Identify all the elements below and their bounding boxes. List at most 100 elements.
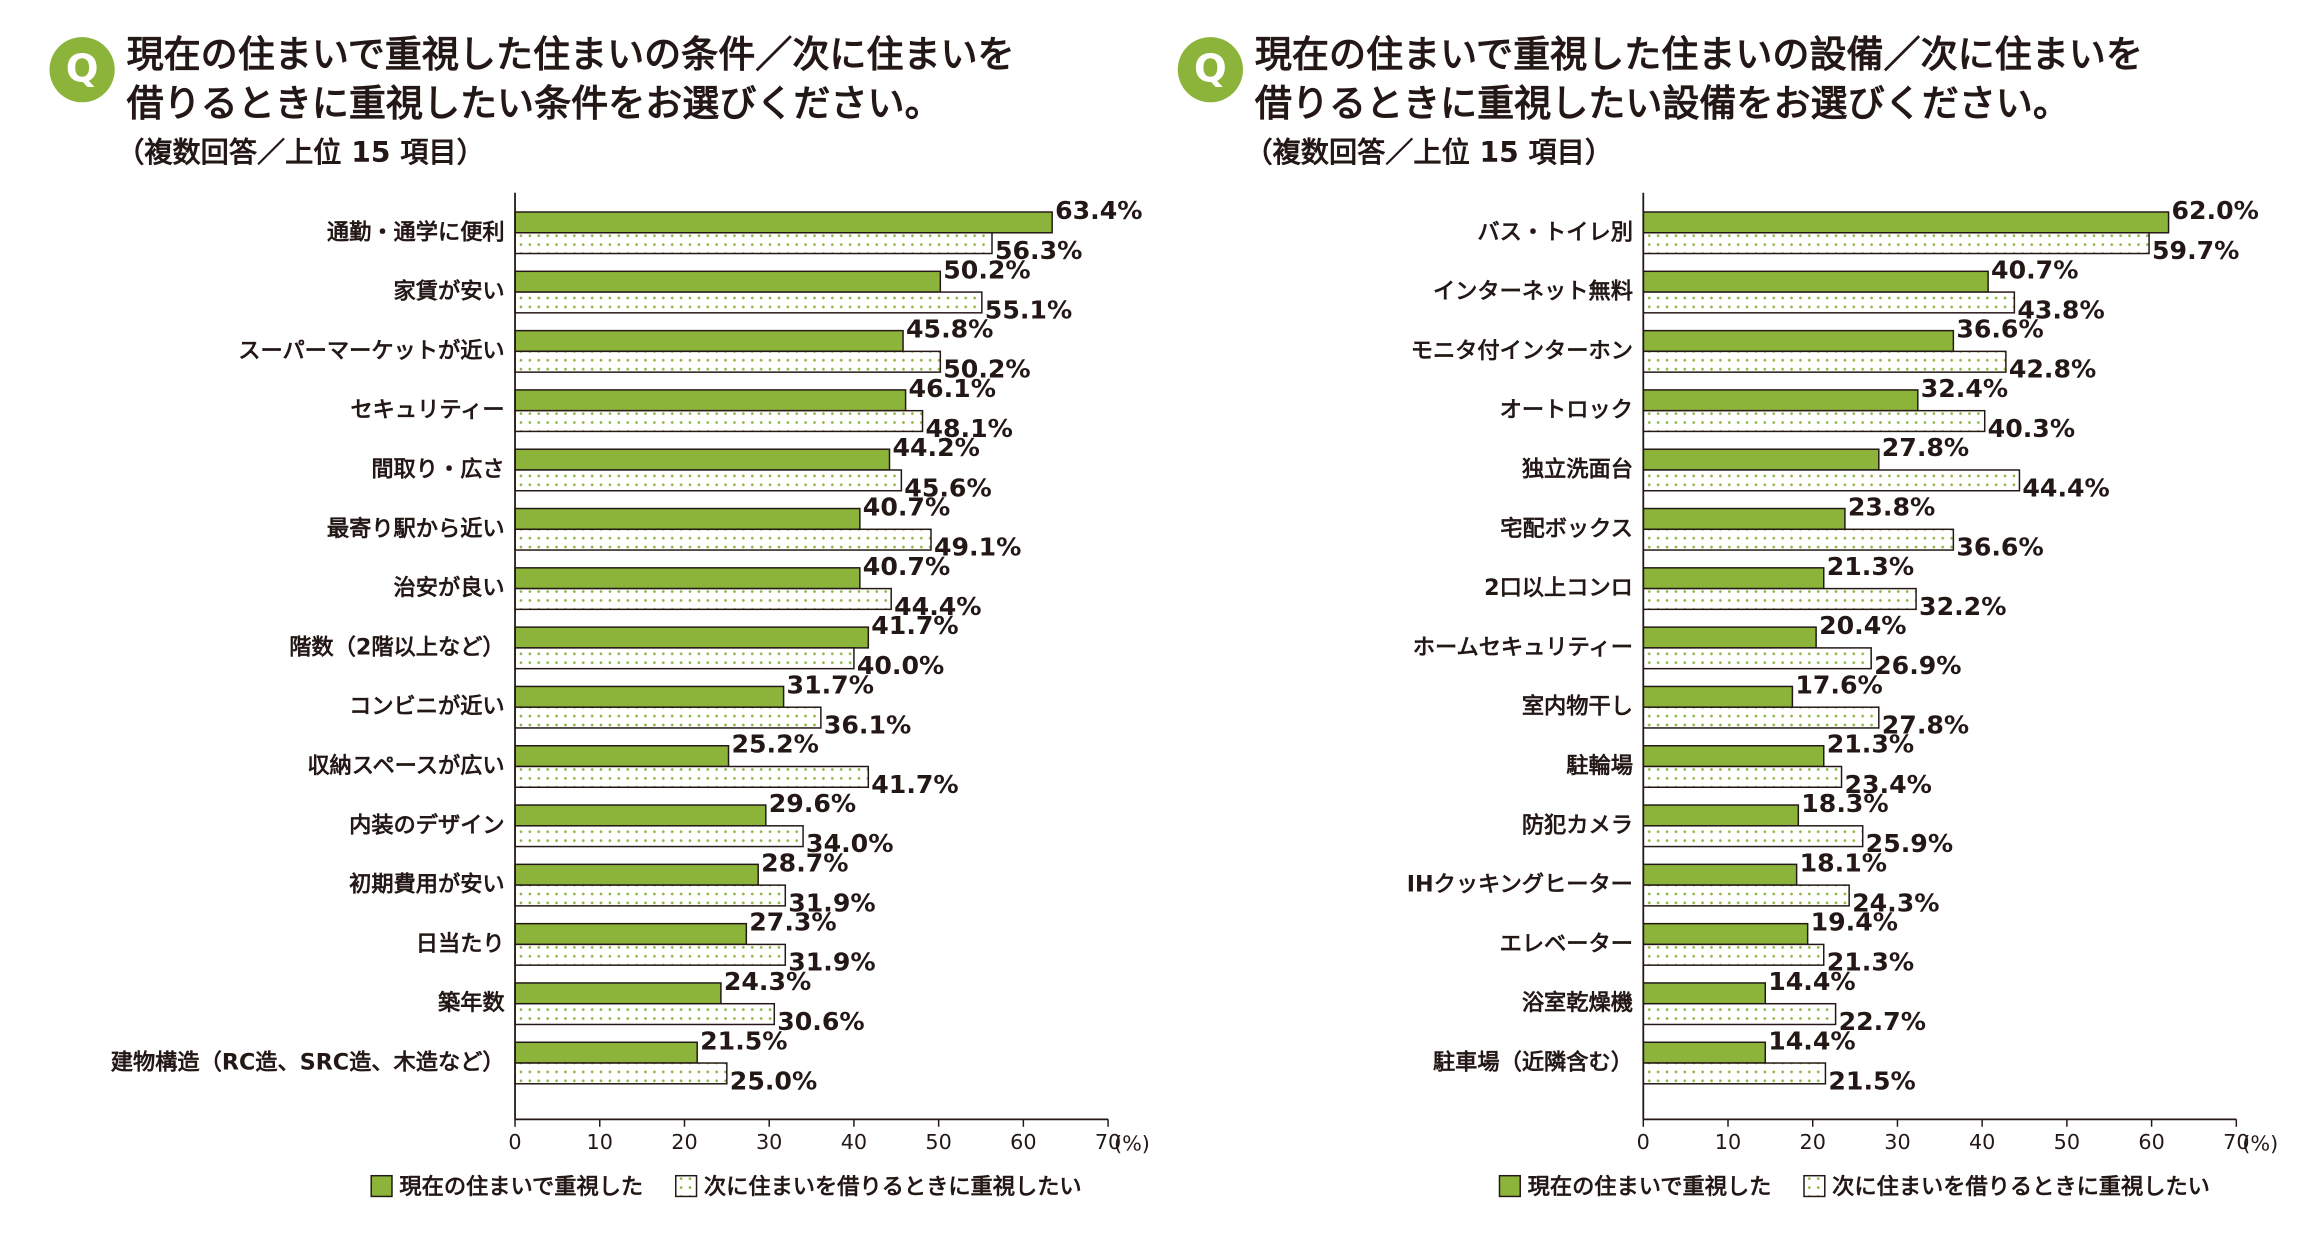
bar bbox=[1642, 825, 1864, 848]
bar bbox=[514, 647, 855, 670]
value-label: 31.9% bbox=[788, 888, 875, 917]
x-tick-label: 60 bbox=[1010, 1130, 1036, 1154]
x-tick-label: 10 bbox=[1715, 1130, 1741, 1154]
value-label: 49.1% bbox=[934, 533, 1021, 562]
category-label: 駐車場（近隣含む） bbox=[1433, 1049, 1633, 1076]
chart: Q 現在の住まいで重視した住まいの設備／次に住まいを借りるときに重視したい設備をお… bbox=[1177, 33, 2278, 1200]
bar bbox=[514, 982, 722, 1005]
chart-title: 借りるときに重視したい条件をお選びください。 bbox=[126, 82, 942, 125]
value-label: 40.3% bbox=[1988, 414, 2075, 443]
value-label: 20.4% bbox=[1819, 611, 1906, 640]
value-label: 21.5% bbox=[1828, 1066, 1915, 1095]
bar bbox=[1642, 350, 2007, 373]
bar bbox=[1642, 507, 1846, 531]
chart-title: 借りるときに重視したい設備をお選びください。 bbox=[1254, 82, 2070, 125]
category-label: 室内物干し bbox=[1522, 693, 1633, 720]
value-label: 27.3% bbox=[749, 908, 836, 937]
value-label: 48.1% bbox=[926, 414, 1013, 443]
legend-swatch bbox=[1803, 1174, 1826, 1198]
category-label: 宅配ボックス bbox=[1500, 515, 1633, 542]
legend-label: 次に住まいを借りるときに重視したい bbox=[1832, 1173, 2210, 1200]
bar bbox=[1642, 329, 1955, 353]
value-label: 32.4% bbox=[1921, 374, 2008, 403]
category-label: スーパーマーケットが近い bbox=[238, 337, 504, 364]
value-label: 27.8% bbox=[1882, 710, 1969, 739]
bar bbox=[1642, 232, 2150, 255]
value-label: 40.7% bbox=[863, 552, 950, 581]
legend-label: 現在の住まいで重視した bbox=[1528, 1173, 1772, 1200]
bar bbox=[514, 1041, 698, 1064]
bar bbox=[514, 389, 907, 412]
x-tick-label: 20 bbox=[671, 1130, 697, 1154]
bar bbox=[1642, 685, 1794, 708]
category-label: 階数（2階以上など） bbox=[289, 634, 504, 660]
legend-swatch bbox=[675, 1174, 698, 1198]
bar bbox=[514, 211, 1053, 234]
chart-title: 現在の住まいで重視した住まいの条件／次に住まいを bbox=[127, 33, 1015, 76]
bar bbox=[1642, 745, 1825, 768]
x-tick-label: 30 bbox=[756, 1130, 782, 1154]
bar bbox=[514, 232, 993, 255]
value-label: 24.3% bbox=[1852, 888, 1939, 917]
bar bbox=[514, 350, 942, 373]
bar bbox=[1642, 804, 1800, 827]
value-label: 19.4% bbox=[1811, 908, 1898, 937]
value-label: 23.4% bbox=[1844, 770, 1931, 799]
x-tick-label: 50 bbox=[2054, 1130, 2080, 1154]
bar bbox=[1642, 982, 1767, 1005]
value-label: 46.1% bbox=[909, 374, 996, 403]
x-axis-unit: (%) bbox=[2242, 1132, 2278, 1156]
bar bbox=[514, 448, 891, 471]
bar bbox=[1642, 211, 2170, 234]
x-tick-label: 60 bbox=[2138, 1130, 2164, 1154]
bar bbox=[514, 1062, 728, 1085]
category-label: 2口以上コンロ bbox=[1484, 575, 1633, 601]
value-label: 44.2% bbox=[892, 433, 979, 462]
category-label: 間取り・広さ bbox=[371, 455, 504, 482]
bar bbox=[514, 863, 759, 886]
bar bbox=[1642, 884, 1850, 907]
bar bbox=[514, 685, 785, 708]
value-label: 45.6% bbox=[904, 473, 991, 502]
chart: Q 現在の住まいで重視した住まいの条件／次に住まいを借りるときに重視したい条件をお… bbox=[49, 33, 1150, 1200]
bar bbox=[514, 507, 861, 531]
category-label: 初期費用が安い bbox=[349, 871, 505, 898]
value-label: 23.8% bbox=[1848, 493, 1935, 522]
value-label: 34.0% bbox=[806, 829, 893, 858]
x-tick-label: 30 bbox=[1884, 1130, 1910, 1154]
value-label: 18.3% bbox=[1801, 789, 1888, 818]
bar bbox=[1642, 270, 1989, 293]
category-label: 築年数 bbox=[437, 989, 505, 1016]
value-label: 36.1% bbox=[824, 710, 911, 739]
bar bbox=[514, 884, 787, 907]
bar bbox=[1642, 1002, 1837, 1026]
category-label: バス・トイレ別 bbox=[1477, 219, 1633, 245]
value-label: 44.4% bbox=[894, 592, 981, 621]
bar bbox=[514, 469, 903, 492]
x-tick-label: 70 bbox=[2223, 1130, 2249, 1154]
bar bbox=[1642, 291, 2016, 314]
value-label: 56.3% bbox=[995, 236, 1082, 265]
category-label: 建物構造（RC造、SRC造、木造など） bbox=[111, 1049, 505, 1076]
bar bbox=[514, 745, 730, 768]
category-label: 内装のデザイン bbox=[349, 811, 505, 838]
value-label: 36.6% bbox=[1956, 533, 2043, 562]
category-label: 独立洗面台 bbox=[1522, 455, 1633, 482]
question-badge bbox=[49, 37, 115, 103]
bar bbox=[1642, 409, 1986, 433]
bar bbox=[1642, 647, 1872, 670]
x-axis-unit: (%) bbox=[1114, 1132, 1150, 1156]
bar bbox=[1642, 922, 1809, 946]
legend-label: 現在の住まいで重視した bbox=[399, 1173, 643, 1200]
bar bbox=[1642, 469, 2021, 492]
bar bbox=[1642, 448, 1880, 471]
badge-text: Q bbox=[66, 47, 99, 92]
value-label: 31.7% bbox=[787, 670, 874, 699]
category-label: セキュリティー bbox=[350, 397, 504, 423]
bar bbox=[1642, 1062, 1827, 1085]
value-label: 25.0% bbox=[730, 1066, 817, 1095]
bar bbox=[1642, 765, 1843, 788]
bar bbox=[1642, 567, 1825, 590]
bar bbox=[514, 804, 767, 827]
bar bbox=[1642, 389, 1919, 412]
